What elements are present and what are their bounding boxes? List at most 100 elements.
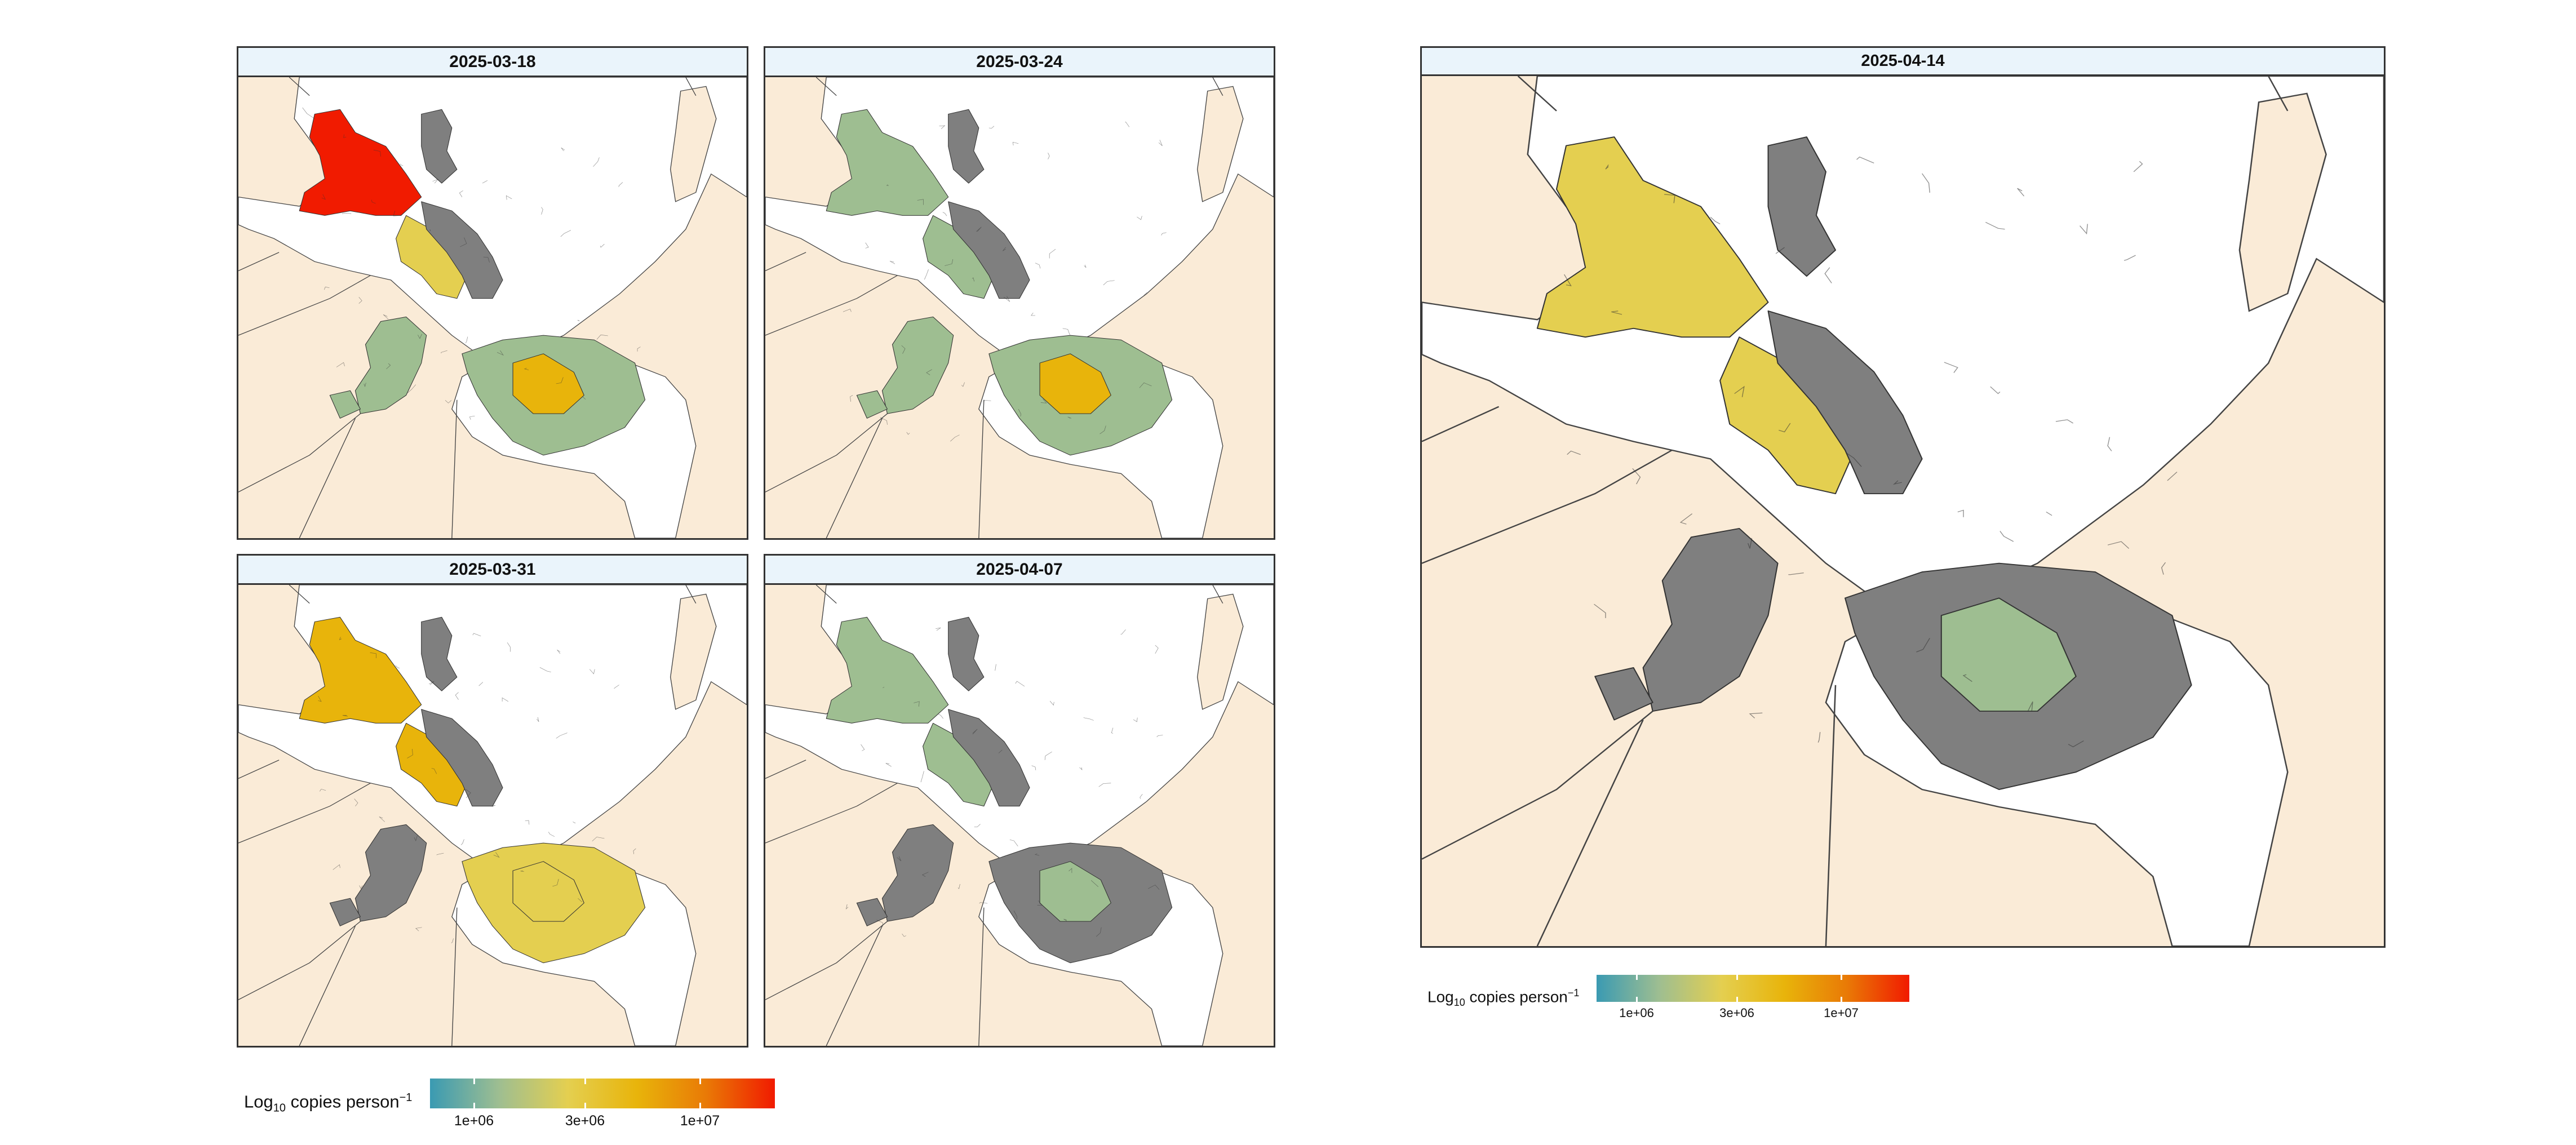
parcel-line [557, 650, 561, 654]
legend-tick-label: 3e+06 [565, 1113, 605, 1129]
county-boundary [238, 783, 371, 844]
region-north [826, 109, 949, 216]
parcel-line [414, 835, 418, 841]
parcel-line [460, 839, 464, 845]
parcel-line [1037, 900, 1043, 906]
parcel-line [1031, 765, 1036, 770]
parcel-line [1140, 794, 1143, 799]
parcel-line [1083, 717, 1094, 721]
county-boundary [685, 77, 697, 96]
region-south-core [1039, 861, 1111, 922]
legend-title: Log10 copies person−1 [244, 1091, 413, 1115]
choropleth-map [237, 76, 748, 540]
map-svg [238, 585, 747, 1046]
parcel-line [483, 256, 490, 263]
parcel-line [1137, 216, 1142, 220]
region-south-core [512, 861, 584, 922]
parcel-line [920, 771, 924, 783]
parcel-line [880, 417, 888, 425]
parcel-line [560, 230, 571, 237]
county-boundary [826, 418, 883, 538]
parcel-line [472, 633, 481, 637]
parcel-line [451, 938, 454, 943]
parcel-line [945, 259, 954, 266]
parcel-line [1846, 452, 1862, 467]
region-west-islands [1642, 527, 1779, 712]
parcel-line [2107, 437, 2112, 451]
choropleth-map [764, 583, 1275, 1048]
county-boundary [685, 585, 697, 603]
parcel-line [302, 107, 315, 119]
parcel-line [429, 681, 434, 685]
parcel-line [370, 652, 376, 659]
legend-tick-mark [1841, 975, 1842, 980]
region-north [299, 109, 422, 216]
parcel-line [1749, 712, 1763, 718]
parcel-line [1567, 450, 1581, 455]
county-boundary [815, 585, 837, 604]
parcel-line [359, 885, 363, 889]
region-upper-small [421, 616, 458, 691]
parcel-line [548, 832, 555, 837]
parcel-line [845, 904, 849, 910]
county-boundary [1536, 720, 1644, 946]
parcel-line [600, 243, 605, 248]
parcel-line [957, 884, 960, 889]
parcel-line [1748, 538, 1753, 549]
parcel-line [436, 853, 444, 855]
parcel-line [395, 665, 400, 669]
parcel-line [460, 237, 467, 247]
parcel-line [524, 367, 529, 370]
parcel-line [935, 627, 941, 631]
parcel-line [983, 400, 991, 402]
parcel-line [373, 149, 381, 157]
parcel-line [938, 713, 943, 719]
parcel-line [324, 286, 330, 290]
parcel-line [1103, 280, 1115, 286]
parcel-line [974, 824, 981, 827]
legend-tick-mark [699, 1103, 701, 1108]
county-boundary [1422, 711, 1653, 860]
region-north [1536, 136, 1769, 338]
parcel-line [1788, 572, 1804, 575]
color-legend: Log10 copies person−1 1e+06 3e+06 1e+07 [242, 1073, 806, 1135]
parcel-line [2055, 419, 2074, 424]
parcel-line [1067, 416, 1072, 419]
panel-date-label: 2025-04-07 [764, 554, 1275, 585]
legend-tick-label: 1e+06 [1619, 1006, 1654, 1020]
county-boundary [238, 413, 361, 492]
panel-date-label: 2025-04-14 [1420, 46, 2386, 76]
county-boundary [1212, 585, 1223, 603]
county-boundary [815, 77, 837, 96]
color-legend: Log10 copies person−1 1e+06 3e+06 1e+07 [1426, 970, 1989, 1027]
peninsula [1197, 593, 1244, 710]
parcel-line [2107, 541, 2130, 549]
parcel-line [995, 664, 996, 671]
peninsula [2238, 92, 2327, 312]
parcel-line [1824, 267, 1832, 283]
parcel-line [1049, 248, 1056, 259]
parcel-line [1564, 274, 1572, 286]
parcel-line [596, 334, 608, 340]
parcel-line [429, 229, 431, 232]
legend-tick-label: 1e+07 [680, 1113, 720, 1129]
parcel-line [465, 336, 468, 344]
parcel-line [2068, 740, 2084, 748]
parcel-line [1099, 425, 1106, 434]
region-grey-block [948, 709, 1030, 807]
region-south-core [1940, 597, 2077, 712]
legend-tick-mark [473, 1103, 475, 1108]
legend-color-bar [430, 1079, 775, 1108]
parcel-line [979, 902, 988, 904]
parcel-line [1779, 423, 1791, 433]
parcel-line [1013, 911, 1017, 920]
choropleth-map [1420, 74, 2386, 948]
county-boundary [765, 921, 888, 1000]
parcel-line [1133, 717, 1138, 722]
parcel-line [1002, 247, 1006, 251]
county-boundary [765, 275, 898, 336]
parcel-line [998, 749, 1003, 753]
parcel-line [1048, 153, 1050, 159]
map-svg [765, 77, 1274, 538]
parcel-line [633, 848, 636, 854]
